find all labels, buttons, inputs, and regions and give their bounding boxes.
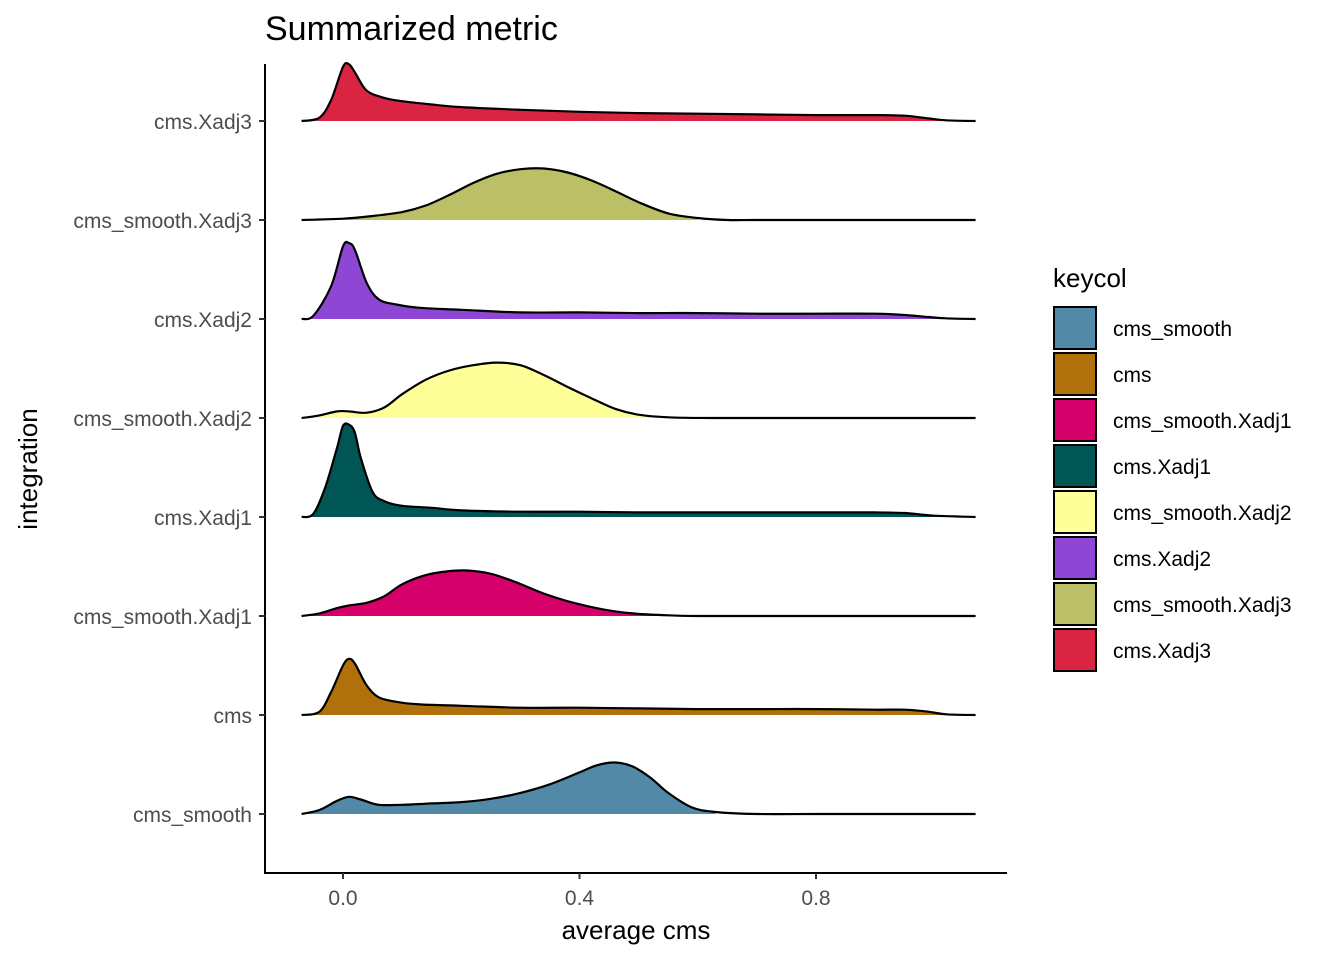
- legend-item-cms: cms: [1053, 352, 1152, 396]
- legend-item-cms-xadj1: cms.Xadj1: [1053, 444, 1211, 488]
- ridge-cms-smooth-xadj1: [301, 569, 976, 618]
- ridge-cms-smooth: [301, 761, 976, 816]
- legend-item-cms-xadj3: cms.Xadj3: [1053, 628, 1211, 672]
- legend-swatch: [1053, 444, 1097, 488]
- legend-swatch: [1053, 398, 1097, 442]
- ridge-fill-cms-smooth-xadj1: [301, 570, 669, 616]
- ridge-line-cms-smooth-xadj3: [301, 167, 976, 222]
- y-tick-label: cms.Xadj3: [154, 111, 252, 134]
- ridge-fill-cms: [301, 658, 947, 715]
- ridge-fill-cms-xadj2: [301, 241, 947, 320]
- ridge-line-cms: [301, 657, 976, 717]
- y-tick-label: cms: [214, 705, 253, 728]
- legend-item-cms-smooth: cms_smooth: [1053, 306, 1232, 350]
- ridge-line-cms-xadj1: [301, 422, 976, 519]
- legend-swatch: [1053, 628, 1097, 672]
- ridge-cms: [301, 657, 976, 717]
- ridge-fill-cms-smooth-xadj2: [301, 362, 651, 418]
- ridge-line-cms-smooth-xadj1: [301, 569, 976, 618]
- ridge-line-cms-xadj3: [301, 61, 976, 123]
- legend-label: cms.Xadj3: [1113, 640, 1211, 663]
- legend-title: keycol: [1053, 263, 1127, 293]
- y-tick-label: cms.Xadj2: [154, 309, 252, 332]
- ridge-fill-cms-xadj1: [301, 423, 947, 518]
- x-tick-label: 0.8: [801, 887, 830, 910]
- legend-label: cms_smooth.Xadj1: [1113, 410, 1292, 433]
- ridges-group: [301, 61, 976, 816]
- ridge-fill-cms-smooth: [301, 762, 716, 814]
- legend-swatch: [1053, 306, 1097, 350]
- chart-title: Summarized metric: [265, 10, 558, 48]
- legend-item-cms-smooth-xadj3: cms_smooth.Xadj3: [1053, 582, 1292, 626]
- legend-label: cms_smooth: [1113, 318, 1232, 341]
- y-ticks: cms.Xadj3 cms_smooth.Xadj3 cms.Xadj2 cms_sm…: [73, 111, 265, 827]
- legend-label: cms.Xadj2: [1113, 548, 1211, 571]
- ridge-line-cms-smooth-xadj2: [301, 361, 976, 420]
- ridge-cms-xadj2: [301, 240, 976, 321]
- y-tick-label: cms_smooth: [133, 804, 252, 827]
- x-ticks: 0.0 0.4 0.8: [328, 873, 831, 910]
- x-axis-title: average cms: [562, 915, 711, 945]
- x-tick-label: 0.0: [328, 887, 357, 910]
- y-tick-label: cms_smooth.Xadj1: [73, 606, 252, 629]
- ridge-cms-xadj1: [301, 422, 976, 519]
- ridge-fill-cms-smooth-xadj3: [301, 168, 698, 220]
- legend-label: cms: [1113, 364, 1152, 387]
- legend-item-cms-xadj2: cms.Xadj2: [1053, 536, 1211, 580]
- y-tick-label: cms_smooth.Xadj3: [73, 210, 252, 233]
- x-tick-label: 0.4: [565, 887, 595, 910]
- ridge-line-cms-xadj2: [301, 240, 976, 321]
- ridge-cms-smooth-xadj2: [301, 361, 976, 420]
- y-tick-label: cms_smooth.Xadj2: [73, 408, 252, 431]
- legend-label: cms_smooth.Xadj3: [1113, 594, 1292, 617]
- legend-swatch: [1053, 536, 1097, 580]
- legend-swatch: [1053, 490, 1097, 534]
- ridge-cms-xadj3: [301, 61, 976, 123]
- y-tick-label: cms.Xadj1: [154, 507, 252, 530]
- legend-swatch: [1053, 582, 1097, 626]
- legend-label: cms.Xadj1: [1113, 456, 1211, 479]
- ridge-cms-smooth-xadj3: [301, 167, 976, 222]
- y-axis-title: integration: [13, 408, 43, 529]
- ridge-line-cms-smooth: [301, 761, 976, 816]
- legend-label: cms_smooth.Xadj2: [1113, 502, 1292, 525]
- legend-swatch: [1053, 352, 1097, 396]
- legend-item-cms-smooth-xadj1: cms_smooth.Xadj1: [1053, 398, 1292, 442]
- legend-item-cms-smooth-xadj2: cms_smooth.Xadj2: [1053, 490, 1292, 534]
